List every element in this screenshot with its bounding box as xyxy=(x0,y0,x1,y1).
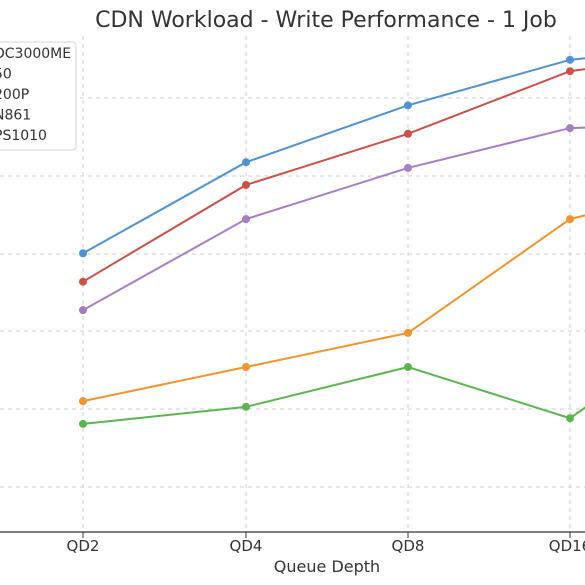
data-point xyxy=(79,306,87,315)
series-line-0 xyxy=(82,57,585,255)
data-point xyxy=(404,129,412,138)
data-point xyxy=(242,402,250,411)
data-point xyxy=(566,67,574,76)
data-point xyxy=(404,328,412,337)
data-point xyxy=(79,397,87,406)
data-point xyxy=(79,419,87,428)
data-point xyxy=(79,249,87,258)
data-point xyxy=(242,158,250,167)
chart-title: CDN Workload - Write Performance - 1 Job xyxy=(95,8,557,33)
series-lines xyxy=(79,55,585,428)
x-tick-labels: QD2 QD4 QD8 QD16 xyxy=(67,532,585,555)
x-tick-label: QD4 xyxy=(230,537,263,555)
data-point xyxy=(566,215,574,224)
series-line-1 xyxy=(82,214,585,403)
series-line-3 xyxy=(82,68,585,283)
x-tick-label: QD16 xyxy=(549,537,585,555)
data-point xyxy=(79,277,87,286)
series-line-4 xyxy=(82,126,585,312)
x-axis-label: Queue Depth xyxy=(274,557,380,576)
legend-item-label: 200P xyxy=(0,87,29,103)
legend-item-label: PS1010 xyxy=(0,128,47,144)
data-point xyxy=(404,363,412,372)
data-point xyxy=(566,124,574,133)
legend: DC3000ME 50 200P N861 PS1010 xyxy=(0,41,77,151)
x-tick-label: QD8 xyxy=(392,537,425,555)
data-point xyxy=(242,180,250,189)
x-tick-label: QD2 xyxy=(67,537,100,555)
data-point xyxy=(242,215,250,224)
legend-item-label: N861 xyxy=(0,108,31,124)
series-line-2 xyxy=(82,365,585,425)
grid-lines xyxy=(0,36,585,532)
legend-item-label: 50 xyxy=(0,67,12,83)
legend-box xyxy=(0,41,77,151)
data-point xyxy=(404,163,412,172)
data-point xyxy=(404,101,412,110)
data-point xyxy=(242,363,250,372)
data-point xyxy=(566,55,574,64)
legend-item-label: DC3000ME xyxy=(0,46,71,62)
data-point xyxy=(566,414,574,423)
